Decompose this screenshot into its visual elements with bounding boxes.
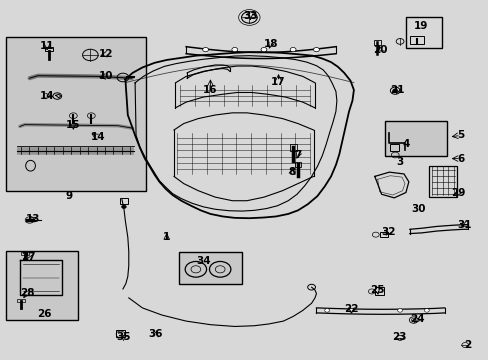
FancyBboxPatch shape: [6, 37, 146, 191]
Circle shape: [289, 48, 295, 52]
Text: 2: 2: [464, 340, 471, 350]
Text: 27: 27: [21, 252, 35, 262]
Text: 26: 26: [37, 309, 51, 319]
Text: 24: 24: [409, 314, 424, 324]
Text: 16: 16: [203, 85, 217, 95]
Text: 21: 21: [389, 85, 404, 95]
Text: 36: 36: [148, 329, 163, 339]
Text: 15: 15: [66, 120, 81, 130]
Text: 1: 1: [163, 232, 170, 242]
Text: 32: 32: [380, 227, 395, 237]
Text: 8: 8: [288, 167, 295, 177]
Text: 9: 9: [66, 191, 73, 201]
Text: 10: 10: [99, 71, 113, 81]
FancyBboxPatch shape: [6, 251, 78, 320]
Text: 34: 34: [196, 256, 210, 266]
Circle shape: [121, 205, 126, 208]
Text: 6: 6: [456, 154, 464, 163]
Text: 18: 18: [264, 39, 278, 49]
Text: 7: 7: [294, 150, 301, 160]
Circle shape: [424, 309, 428, 312]
Circle shape: [397, 309, 402, 312]
Text: 14: 14: [90, 132, 105, 142]
Circle shape: [392, 89, 397, 93]
Text: 5: 5: [456, 130, 464, 140]
Text: 11: 11: [40, 41, 54, 51]
FancyBboxPatch shape: [384, 121, 446, 156]
Text: 28: 28: [20, 288, 34, 297]
Circle shape: [313, 48, 319, 52]
Circle shape: [324, 309, 329, 312]
Text: 3: 3: [396, 157, 403, 167]
Text: 13: 13: [26, 214, 40, 224]
Text: 31: 31: [456, 220, 470, 230]
Text: 4: 4: [402, 139, 409, 149]
Circle shape: [231, 48, 237, 52]
FancyBboxPatch shape: [179, 252, 242, 284]
Text: 29: 29: [450, 188, 465, 198]
Text: 19: 19: [412, 21, 427, 31]
Text: 30: 30: [410, 203, 425, 213]
Circle shape: [348, 309, 353, 312]
Text: 22: 22: [344, 304, 358, 314]
Text: 33: 33: [243, 12, 257, 21]
Text: 23: 23: [391, 332, 406, 342]
Text: 12: 12: [99, 49, 113, 59]
Circle shape: [261, 48, 266, 52]
Text: 25: 25: [369, 285, 384, 295]
Text: 35: 35: [117, 332, 131, 342]
Text: 14: 14: [40, 91, 54, 101]
Circle shape: [202, 48, 208, 52]
Text: 17: 17: [271, 77, 285, 87]
Text: 20: 20: [373, 45, 387, 55]
